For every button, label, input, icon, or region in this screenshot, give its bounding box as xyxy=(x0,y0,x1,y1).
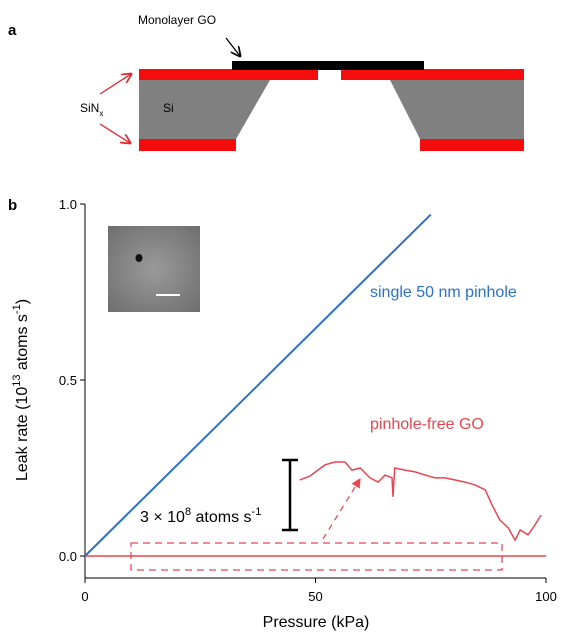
ylabel-text: Leak rate (10 xyxy=(14,387,31,481)
x-tick-label: 0 xyxy=(81,589,88,604)
si-right xyxy=(390,80,524,139)
sinx-bottom-right xyxy=(420,139,524,151)
inset-photo xyxy=(108,226,200,312)
sinx-text: SiN xyxy=(80,101,99,115)
sinx-label: SiNx xyxy=(80,101,103,118)
panel-label: a xyxy=(8,22,17,39)
ylabel-sup: 13 xyxy=(11,375,23,387)
y-tick-label: 0.0 xyxy=(59,549,77,564)
y-tick-label: 1.0 xyxy=(59,197,77,212)
scale-sup: -1 xyxy=(252,506,262,518)
x-axis-label: Pressure (kPa) xyxy=(263,614,370,631)
x-tick-label: 100 xyxy=(535,589,557,604)
si-left xyxy=(139,80,270,139)
inset-image xyxy=(108,226,200,312)
sinx-arrow xyxy=(100,124,130,143)
panel-label: b xyxy=(8,197,17,214)
ylabel-text: atoms s xyxy=(14,314,31,374)
scale-text: 3 × 10 xyxy=(140,509,185,526)
scale-text: atoms s xyxy=(191,509,251,526)
y-axis-label: Leak rate (1013 atoms s-1) xyxy=(11,299,31,481)
series-line xyxy=(300,462,541,540)
series-label: pinhole-free GO xyxy=(370,416,484,433)
sinx-top-right xyxy=(341,69,524,80)
panel-a: a Monolayer GO SiNx Si xyxy=(8,13,524,151)
x-tick-label: 50 xyxy=(308,589,322,604)
sinx-sub: x xyxy=(99,109,103,118)
scale-bar-label: 3 × 108 atoms s-1 xyxy=(140,506,261,526)
sinx-top-left xyxy=(139,69,318,80)
sinx-arrow xyxy=(100,74,131,94)
pinhole-dot xyxy=(136,254,143,262)
figure: a Monolayer GO SiNx Si b 3 × 108 atoms s… xyxy=(0,0,562,635)
go-arrow xyxy=(226,38,240,56)
go-label: Monolayer GO xyxy=(138,13,216,27)
go-membrane xyxy=(232,61,424,70)
y-tick-label: 0.5 xyxy=(59,373,77,388)
series-label: single 50 nm pinhole xyxy=(370,284,517,301)
ylabel-text: ) xyxy=(14,299,31,304)
sinx-bottom-left xyxy=(139,139,236,151)
zoom-arrow xyxy=(323,479,360,539)
scale-bar xyxy=(282,460,298,530)
si-label: Si xyxy=(163,101,174,115)
ylabel-sup: -1 xyxy=(11,304,23,314)
